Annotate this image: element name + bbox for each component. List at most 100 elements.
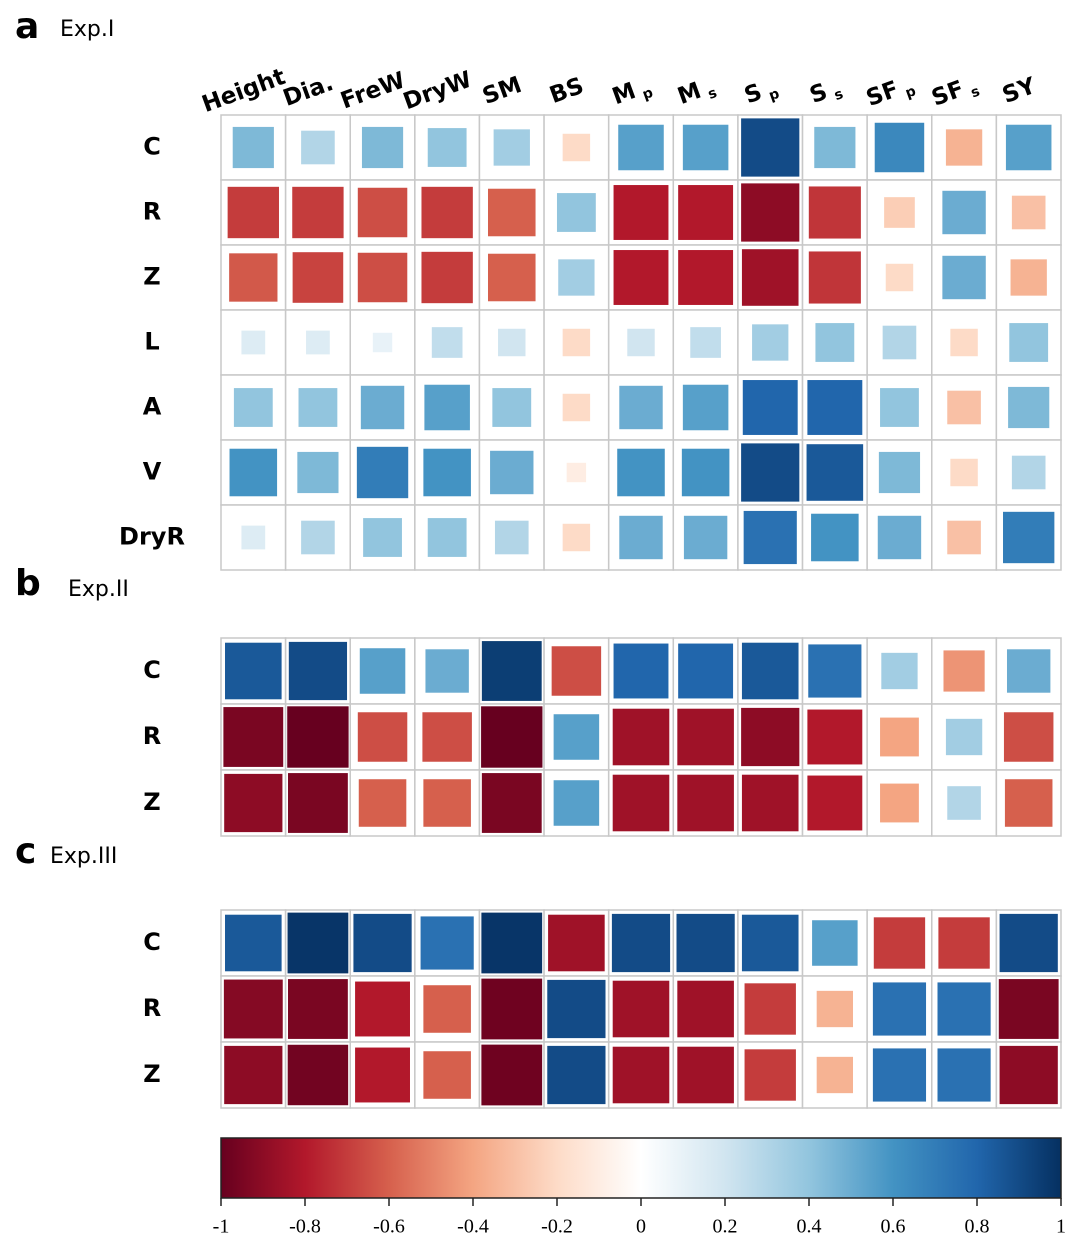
corr-square — [423, 448, 471, 497]
corr-square — [287, 912, 349, 974]
corr-square — [287, 706, 349, 768]
corr-square — [225, 642, 282, 700]
corr-square — [427, 518, 467, 557]
column-label-sub: p — [767, 86, 782, 104]
column-label: Dia. — [280, 70, 337, 112]
colorbar-tick-label: -0.4 — [457, 1216, 489, 1238]
panel-label: c — [15, 831, 36, 872]
corr-square — [556, 193, 596, 232]
corr-square — [487, 253, 536, 302]
corr-square — [553, 714, 600, 760]
corr-square — [880, 388, 919, 427]
corr-square — [937, 1048, 991, 1102]
corr-square — [617, 448, 665, 497]
corr-square — [494, 520, 529, 555]
column-label: Mp — [609, 72, 656, 113]
column-label-sub: p — [903, 83, 918, 101]
corr-square — [553, 780, 600, 826]
corr-square — [355, 1047, 410, 1103]
corr-square — [741, 118, 800, 177]
corr-square — [677, 980, 734, 1038]
corr-square — [999, 1045, 1058, 1105]
colorbar-tick-label: 0.4 — [797, 1216, 822, 1238]
corr-square — [950, 328, 978, 357]
corr-square — [741, 443, 800, 502]
corr-square — [744, 1049, 796, 1101]
corr-square — [752, 324, 789, 361]
corr-square — [880, 717, 919, 757]
row-label: R — [143, 722, 161, 750]
corr-square — [490, 450, 534, 495]
corr-square — [301, 130, 335, 165]
corr-square — [481, 978, 543, 1040]
row-label: Z — [143, 263, 160, 291]
corr-square — [807, 709, 863, 765]
row-label: Z — [143, 1060, 160, 1088]
corr-square — [423, 1051, 471, 1099]
corr-square — [811, 513, 859, 562]
column-label-sub: s — [969, 83, 982, 101]
corr-square — [357, 187, 408, 238]
corr-square — [678, 250, 734, 305]
corr-square — [241, 330, 266, 355]
corr-square — [678, 185, 734, 240]
corr-square — [229, 448, 278, 497]
corr-square — [942, 255, 986, 300]
panel-label: b — [15, 563, 41, 604]
corr-square — [816, 1056, 854, 1094]
corr-square — [547, 979, 606, 1039]
corr-square — [872, 1048, 927, 1102]
row-label: R — [143, 198, 161, 226]
corr-square — [816, 990, 854, 1028]
corr-square — [225, 914, 282, 972]
corr-square — [421, 251, 473, 304]
corr-square — [233, 388, 273, 427]
corr-square — [807, 380, 863, 435]
corr-square — [884, 197, 915, 228]
corr-square — [743, 510, 797, 565]
corr-square — [814, 126, 856, 169]
corr-square — [683, 515, 728, 560]
corr-square — [1010, 259, 1047, 296]
column-label: BS — [546, 73, 587, 109]
corr-square — [288, 979, 348, 1039]
corr-square — [613, 250, 669, 305]
corr-square — [880, 783, 919, 823]
corr-square — [356, 446, 409, 499]
panel-title: Exp.II — [68, 577, 129, 602]
corr-square — [612, 1046, 670, 1104]
corr-square — [548, 914, 605, 972]
corr-square — [481, 912, 543, 974]
corr-square — [241, 525, 266, 550]
row-label: C — [143, 656, 161, 684]
corr-square — [227, 186, 279, 239]
corr-square — [815, 323, 855, 362]
colorbar-tick-label: -0.6 — [373, 1216, 405, 1238]
corr-square — [937, 982, 991, 1036]
corr-square — [229, 253, 278, 302]
colorbar-tick-label: -0.2 — [541, 1216, 573, 1238]
column-label-sub: s — [832, 86, 845, 104]
corr-square — [808, 251, 861, 304]
corr-square — [292, 186, 344, 239]
corr-square — [423, 779, 471, 827]
corr-square — [877, 515, 922, 560]
corr-square — [427, 128, 467, 167]
corr-square — [301, 520, 335, 555]
corr-square — [481, 706, 543, 768]
column-label: SFs — [928, 71, 982, 115]
corr-square — [481, 773, 542, 833]
corr-square — [938, 917, 990, 969]
corr-square — [681, 448, 730, 497]
corr-square — [562, 328, 591, 357]
corr-square — [619, 515, 663, 560]
column-label-main: S — [741, 79, 765, 109]
corr-square — [357, 252, 408, 303]
corr-square — [741, 707, 800, 767]
corr-square — [487, 188, 536, 237]
panel-label: a — [15, 6, 39, 47]
corr-square — [361, 126, 404, 169]
corr-square — [947, 520, 981, 555]
corr-square — [741, 642, 799, 700]
